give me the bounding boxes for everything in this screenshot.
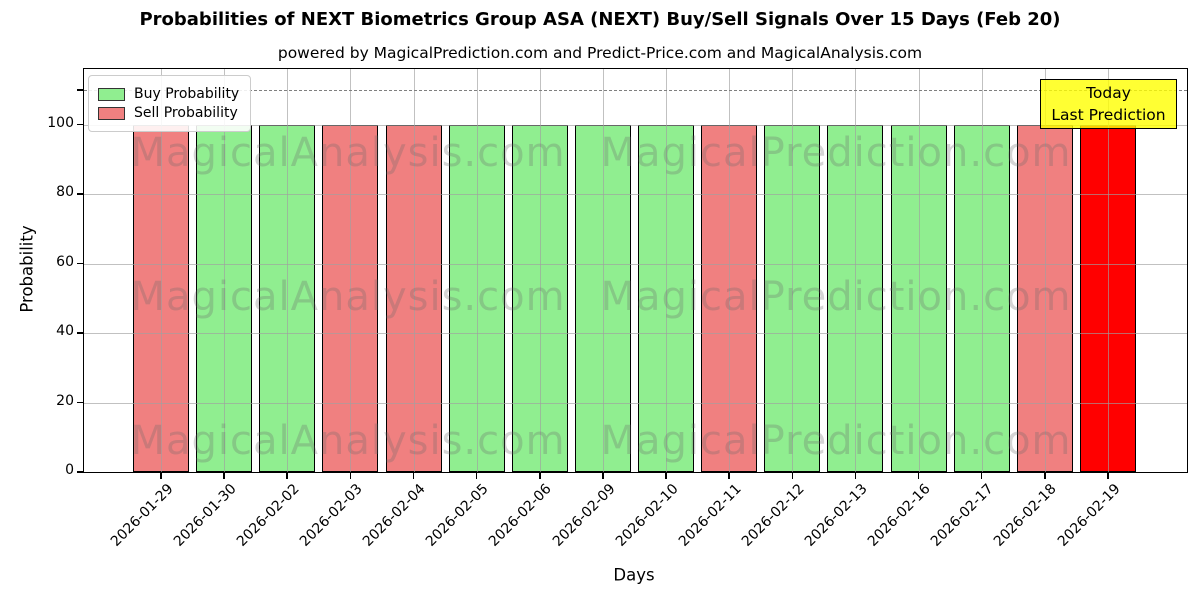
v-gridline-2026-02-03 [350, 69, 352, 472]
y-tick-label-20: 20 [56, 392, 74, 409]
h-gridline-100 [84, 124, 1187, 126]
x-tick-label-2026-01-30: 2026-01-30 [170, 481, 240, 550]
v-gridline-2026-02-13 [855, 69, 857, 472]
watermark-prediction: MagicalPrediction.com [600, 130, 1072, 176]
y-tick-label-60: 60 [56, 253, 74, 270]
watermark-analysis: MagicalAnalysis.com [130, 274, 566, 320]
legend-item-buy: Buy Probability [98, 86, 239, 102]
v-gridline-2026-02-06 [539, 69, 541, 472]
x-tick-2026-02-13 [854, 473, 857, 479]
x-tick-2026-02-03 [349, 473, 352, 479]
y-tick-label-100: 100 [47, 114, 74, 131]
v-gridline-2026-02-12 [792, 69, 794, 472]
h-gridline-40 [84, 333, 1187, 335]
watermark-prediction: MagicalPrediction.com [600, 418, 1072, 464]
x-tick-2026-02-12 [791, 473, 794, 479]
x-tick-2026-02-11 [728, 473, 730, 479]
x-axis-label: Days [613, 565, 655, 585]
x-tick-2026-01-29 [160, 473, 162, 479]
x-tick-2026-02-05 [475, 473, 478, 479]
watermark-analysis: MagicalAnalysis.com [130, 418, 566, 464]
v-gridline-2026-02-11 [729, 69, 731, 472]
x-tick-label-2026-02-04: 2026-02-04 [359, 481, 429, 550]
x-tick-label-2026-02-13: 2026-02-13 [801, 481, 871, 550]
watermark-prediction: MagicalPrediction.com [600, 274, 1072, 320]
v-gridline-2026-02-16 [918, 69, 920, 472]
h-gridline-20 [84, 402, 1187, 404]
v-gridline-2026-02-10 [666, 69, 668, 472]
x-tick-label-2026-02-18: 2026-02-18 [991, 481, 1061, 550]
h-gridline-60 [84, 263, 1187, 265]
sell-swatch-icon [98, 106, 125, 120]
x-tick-label-2026-02-16: 2026-02-16 [865, 481, 934, 550]
v-gridline-2026-02-19 [1107, 69, 1109, 472]
x-tick-label-2026-02-17: 2026-02-17 [928, 481, 998, 550]
x-tick-2026-02-18 [1044, 473, 1046, 479]
today-annotation-line2: Last Prediction [1051, 106, 1166, 124]
x-tick-label-2026-02-03: 2026-02-03 [296, 481, 366, 550]
legend-label-sell: Sell Probability [134, 105, 238, 121]
x-tick-2026-02-10 [665, 473, 667, 479]
x-tick-label-2026-02-06: 2026-02-06 [486, 481, 556, 550]
x-tick-2026-02-06 [538, 473, 541, 479]
legend-item-sell: Sell Probability [98, 105, 239, 121]
y-tick-100 [77, 123, 83, 126]
v-gridline-2026-01-30 [224, 69, 226, 472]
x-tick-label-2026-02-02: 2026-02-02 [233, 481, 303, 550]
x-tick-label-2026-02-05: 2026-02-05 [423, 481, 492, 550]
y-tick-label-0: 0 [65, 462, 74, 478]
y-tick-label-80: 80 [56, 184, 74, 201]
x-tick-2026-02-04 [412, 473, 415, 479]
h-gridline-80 [84, 194, 1187, 196]
x-tick-label-2026-02-12: 2026-02-12 [738, 481, 808, 550]
y-tick-110 [77, 89, 83, 91]
v-gridline-2026-02-17 [981, 69, 983, 472]
buy-swatch-icon [98, 87, 125, 101]
y-tick-40 [77, 332, 83, 334]
watermark-analysis: MagicalAnalysis.com [130, 130, 566, 176]
today-annotation: Today Last Prediction [1040, 79, 1177, 129]
x-tick-label-2026-01-29: 2026-01-29 [107, 481, 177, 550]
x-tick-2026-02-16 [917, 473, 920, 479]
chart-subtitle: powered by MagicalPrediction.com and Pre… [277, 44, 923, 62]
y-tick-80 [77, 193, 83, 195]
v-gridline-2026-02-05 [476, 69, 478, 472]
x-tick-2026-02-09 [602, 473, 604, 479]
y-tick-60 [77, 262, 83, 265]
y-tick-0 [77, 471, 83, 473]
v-gridline-2026-02-09 [602, 69, 604, 472]
today-annotation-line1: Today [1086, 84, 1131, 102]
x-tick-2026-02-17 [980, 473, 983, 479]
v-gridline-2026-02-04 [413, 69, 415, 472]
y-tick-label-40: 40 [56, 323, 74, 340]
x-tick-label-2026-02-11: 2026-02-11 [675, 481, 745, 550]
chart-title: Probabilities of NEXT Biometrics Group A… [139, 9, 1061, 30]
threshold-dashed-line [84, 89, 1187, 91]
v-gridline-2026-01-29 [161, 69, 162, 472]
v-gridline-2026-02-18 [1044, 69, 1046, 472]
v-gridline-2026-02-02 [287, 69, 289, 472]
y-tick-20 [77, 401, 83, 404]
plot-area: MagicalAnalysis.com MagicalPrediction.com… [77, 68, 1188, 479]
legend-label-buy: Buy Probability [134, 86, 240, 102]
x-tick-2026-02-02 [286, 473, 289, 479]
legend: Buy Probability Sell Probability [88, 75, 252, 132]
x-tick-2026-01-30 [223, 473, 225, 479]
x-tick-label-2026-02-09: 2026-02-09 [549, 481, 619, 550]
x-tick-2026-02-19 [1107, 473, 1109, 479]
x-tick-label-2026-02-19: 2026-02-19 [1054, 481, 1124, 550]
x-tick-label-2026-02-10: 2026-02-10 [612, 481, 682, 550]
